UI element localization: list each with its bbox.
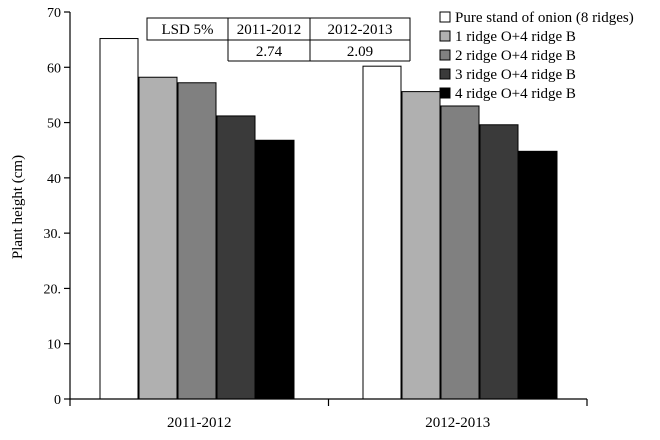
bar-2012-2013-series-4 [479,124,519,400]
y-axis-title: Plant height (cm) [10,155,26,259]
lsd-header-cell: 2012-2013 [328,22,393,38]
legend-swatch [439,49,451,61]
bar-2011-2012-series-5 [255,139,295,400]
legend-swatch [439,68,451,80]
legend: Pure stand of onion (8 ridges) 1 ridge O+… [439,10,634,102]
lsd-table: LSD 5% 2011-2012 2012-2013 2.74 2.09 [146,17,411,62]
bar-2011-2012-series-3 [177,82,217,400]
bar-2012-2013-series-5 [518,150,558,400]
bar-2011-2012-series-1 [99,38,139,400]
legend-swatch [439,87,451,99]
lsd-value-cell: 2.09 [347,44,373,60]
lsd-header-cell: LSD 5% [161,22,213,38]
y-tick-label: 70 [47,6,61,21]
y-tick-label: 30. [44,227,62,242]
x-labels-group: 2011-2012 2012-2013 [167,415,490,431]
y-tick-label: 10 [47,338,61,353]
y-tick-label: 20. [44,282,62,297]
y-tick-label: 60 [47,61,61,76]
y-tick-label: 40 [47,172,61,187]
bars-group [99,38,558,400]
legend-label: 4 ridge O+4 ridge B [455,86,576,102]
lsd-table-border [146,17,411,41]
legend-label: Pure stand of onion (8 ridges) [455,10,634,26]
x-category-label: 2012-2013 [425,415,490,431]
bar-2012-2013-series-1 [362,65,402,400]
y-ticks-group: 0 10 20. 30. 40 50 60 70 [44,6,70,408]
legend-label: 1 ridge O+4 ridge B [455,29,576,45]
legend-label: 3 ridge O+4 ridge B [455,67,576,83]
bar-2011-2012-series-2 [138,76,178,400]
y-tick-label: 0 [54,393,61,408]
axes-group [69,12,588,406]
bar-2012-2013-series-3 [440,105,480,400]
lsd-value-cell: 2.74 [256,44,283,60]
lsd-header-cell: 2011-2012 [237,22,301,38]
legend-swatch [439,11,451,23]
x-category-label: 2011-2012 [167,415,231,431]
y-tick-label: 50 [47,117,61,132]
legend-label: 2 ridge O+4 ridge B [455,48,576,64]
bar-2012-2013-series-2 [401,91,441,400]
legend-swatch [439,30,451,42]
bar-2011-2012-series-4 [216,115,256,400]
